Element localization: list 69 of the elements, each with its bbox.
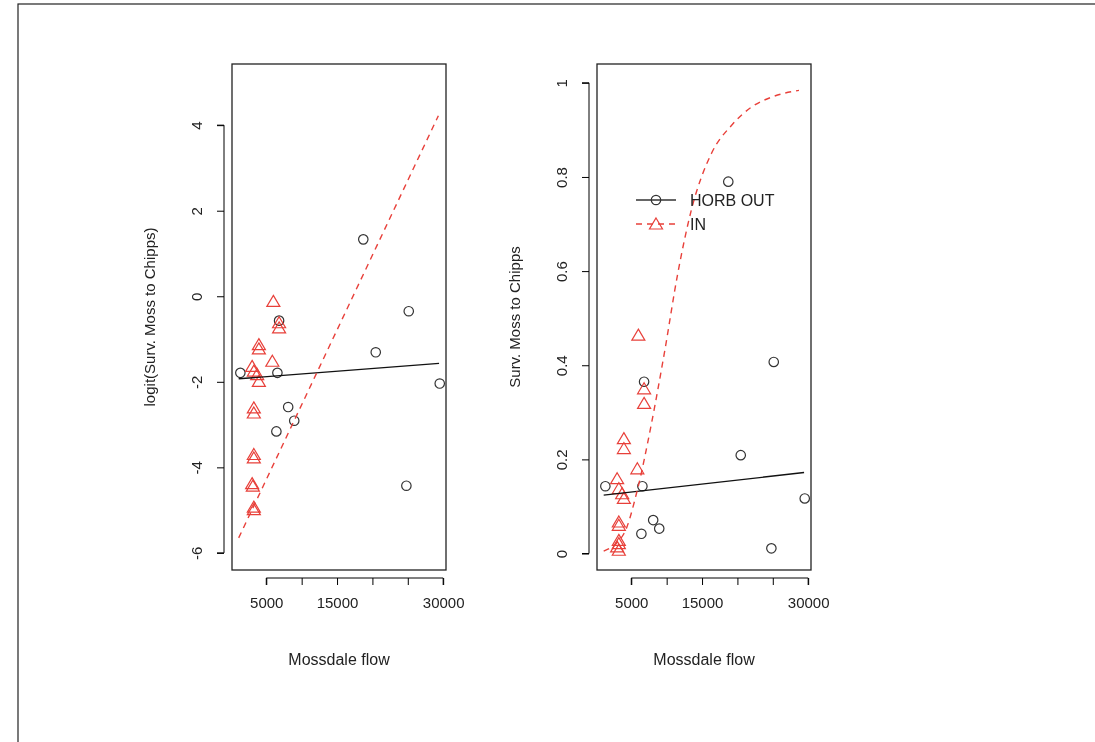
point	[370, 346, 382, 358]
point	[735, 449, 747, 461]
point	[615, 487, 630, 500]
x-tick-label: 5000	[250, 593, 284, 611]
y-tick-label: 0.8	[553, 167, 570, 188]
point	[357, 234, 369, 245]
y-axis-title: logit(Surv. Moss to Chipps)	[141, 227, 158, 407]
point	[766, 543, 777, 554]
y-tick-label: 2	[188, 207, 205, 216]
point	[653, 523, 665, 534]
point	[768, 356, 780, 368]
point	[630, 462, 645, 475]
line-series	[602, 89, 800, 552]
point	[611, 533, 626, 546]
legend-label: IN	[690, 216, 706, 233]
point	[631, 328, 646, 341]
y-tick-label: 1	[553, 79, 570, 88]
point	[616, 441, 631, 455]
point	[647, 514, 659, 526]
point	[251, 374, 266, 387]
point	[616, 432, 631, 445]
point	[636, 396, 652, 409]
point	[265, 354, 280, 367]
y-tick-label: 4	[188, 121, 205, 130]
point	[246, 447, 261, 461]
point	[250, 367, 265, 381]
point	[245, 359, 260, 372]
point	[434, 378, 446, 389]
y-tick-label: 0.6	[553, 261, 570, 283]
point	[251, 342, 266, 355]
legend-label: HORB OUT	[690, 192, 775, 209]
point	[401, 480, 412, 492]
x-tick-label: 5000	[615, 593, 649, 611]
y-tick-label: -6	[188, 546, 205, 561]
y-tick-label: -4	[188, 461, 205, 475]
point	[288, 415, 300, 427]
point	[722, 176, 734, 187]
y-tick-label: -2	[188, 375, 205, 389]
x-axis-title: Mossdale flow	[288, 651, 391, 668]
point	[600, 480, 611, 492]
point	[636, 382, 652, 395]
point	[636, 528, 647, 540]
point	[799, 493, 811, 504]
x-tick-label: 30000	[787, 593, 830, 611]
point	[246, 364, 261, 377]
point	[251, 337, 266, 351]
y-tick-label: 0	[553, 549, 570, 559]
point	[616, 491, 631, 505]
point	[271, 321, 287, 334]
point	[246, 451, 261, 464]
point	[403, 305, 415, 317]
x-axis-title: Mossdale flow	[653, 651, 756, 668]
point	[610, 472, 625, 485]
point	[246, 406, 261, 419]
x-tick-label: 15000	[681, 593, 724, 611]
y-tick-label: 0.4	[553, 355, 570, 377]
x-tick-label: 30000	[422, 593, 465, 611]
y-axis-title: Surv. Moss to Chipps	[506, 246, 523, 388]
point	[272, 367, 283, 379]
point	[266, 294, 281, 307]
point	[282, 401, 294, 413]
point	[637, 480, 648, 492]
y-tick-label: 0	[188, 292, 205, 301]
x-tick-label: 15000	[316, 593, 359, 611]
point	[246, 401, 261, 414]
point	[638, 376, 650, 388]
point	[235, 367, 246, 379]
y-tick-label: 0.2	[553, 449, 570, 471]
point	[271, 426, 282, 437]
